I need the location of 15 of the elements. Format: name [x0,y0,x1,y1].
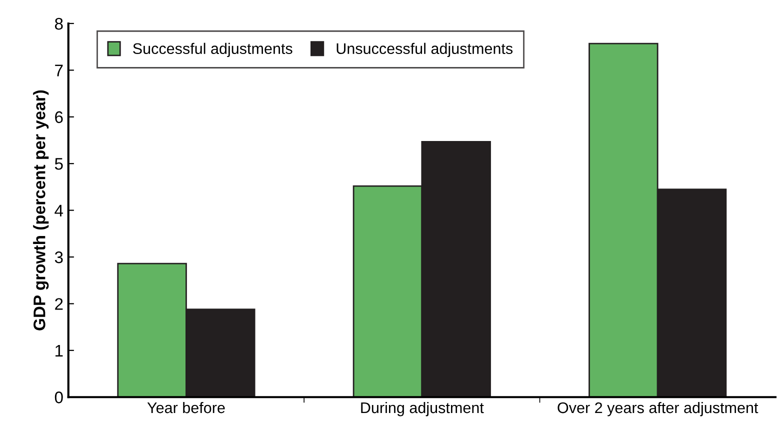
legend-label: Unsuccessful adjustments [336,42,513,58]
y-tick-label: 7 [55,64,63,76]
y-axis-title: GDP growth (percent per year) [33,90,49,330]
y-tick-label: 8 [54,18,63,30]
y-tick-label: 1 [56,344,63,356]
y-tick-label: 3 [54,251,63,264]
legend-label: Successful adjustments [133,42,292,58]
y-tick-label: 0 [54,392,63,404]
x-tick-label: During adjustment [361,402,484,416]
y-tick-label: 5 [54,158,63,170]
x-tick-label: Year before [147,402,225,414]
y-tick-label: 6 [55,111,63,124]
y-tick-label: 4 [54,204,64,216]
y-tick-label: 2 [55,298,63,310]
x-tick-label: Over 2 years after adjustment [558,402,758,416]
